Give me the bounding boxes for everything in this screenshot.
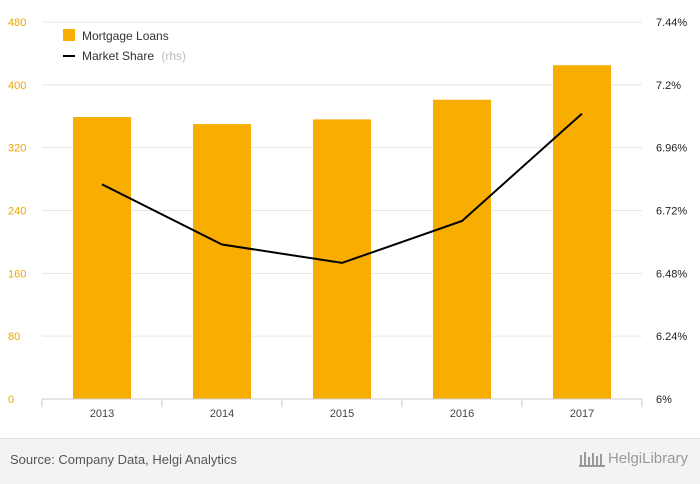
left-axis-ticks: 0 80 160 240 320 400 480 [8,17,26,406]
brand-logo: HelgiLibrary [578,449,688,467]
left-tick-label: 80 [8,331,20,343]
x-tick-label: 2013 [90,408,114,420]
legend: Mortgage Loans Market Share (rhs) [63,29,186,63]
legend-market-share-note: (rhs) [161,49,186,63]
left-tick-label: 0 [8,394,14,406]
bar-mortgage-loans-2016 [433,99,491,399]
x-tick-label: 2016 [450,408,474,420]
right-tick-label: 6.72% [656,206,687,218]
left-tick-label: 240 [8,206,26,218]
bars [73,65,611,400]
right-tick-label: 6% [656,394,672,406]
x-axis: 2013 2014 2015 2016 2017 [41,398,643,420]
right-axis-ticks: 6% 6.24% 6.48% 6.72% 6.96% 7.2% 7.44% [656,17,687,406]
right-tick-label: 6.96% [656,143,687,155]
left-tick-label: 320 [8,143,26,155]
chart: 0 80 160 240 320 400 480 6% 6.24% 6.48% 6.72% 6.96… [8,17,687,420]
x-tick-label: 2014 [210,408,234,420]
legend-market-share-name: Market Share [82,49,154,63]
right-tick-label: 7.2% [656,80,681,92]
footer: Source: Company Data, Helgi Analytics He… [0,438,700,484]
bar-mortgage-loans-2014 [193,124,251,400]
market-share-line [101,112,583,264]
legend-label-mortgage-loans: Mortgage Loans [82,29,169,43]
left-tick-label: 480 [8,17,26,29]
brand-name: HelgiLibrary [607,449,688,467]
right-tick-label: 7.44% [656,17,687,29]
source-text: Source: Company Data, Helgi Analytics [10,452,237,467]
bar-mortgage-loans-2013 [73,117,131,400]
library-icon [578,452,605,467]
left-tick-label: 400 [8,80,26,92]
x-tick-label: 2015 [330,408,354,420]
bar-mortgage-loans-2017 [553,65,611,400]
left-tick-label: 160 [8,268,26,280]
right-tick-label: 6.24% [656,331,687,343]
x-tick-label: 2017 [570,408,594,420]
right-tick-label: 6.48% [656,268,687,280]
legend-swatch-mortgage-loans [63,29,75,41]
legend-label-market-share: Market Share (rhs) [82,49,186,63]
